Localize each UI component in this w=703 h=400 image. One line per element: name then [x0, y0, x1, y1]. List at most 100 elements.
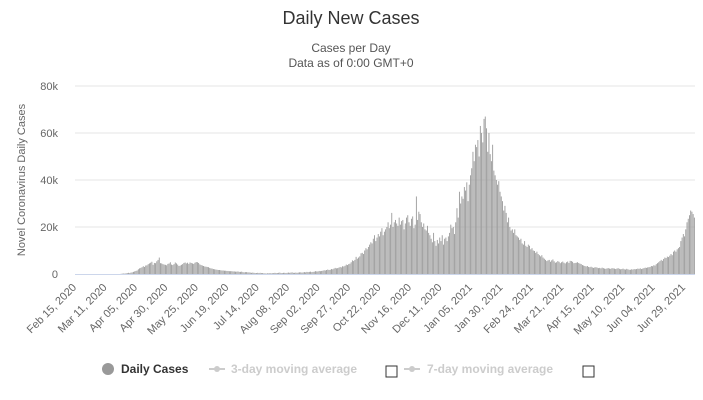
bar: [431, 242, 433, 274]
bar: [146, 265, 148, 274]
legend-item-daily-cases[interactable]: Daily Cases: [102, 362, 189, 376]
bar: [295, 272, 297, 274]
bar: [226, 270, 228, 274]
bar: [542, 257, 544, 274]
bar: [679, 246, 681, 274]
bar: [412, 216, 414, 274]
bar: [366, 249, 368, 274]
bar: [641, 269, 642, 274]
bar: [279, 272, 281, 274]
bar: [272, 273, 273, 274]
bar: [606, 268, 608, 274]
bar: [257, 272, 259, 274]
bar: [681, 237, 683, 274]
bar: [409, 225, 411, 274]
bar: [163, 264, 165, 274]
legend-checkbox-7-day[interactable]: [582, 365, 595, 378]
bar: [188, 263, 190, 274]
bar: [613, 268, 615, 274]
legend-item-7-day-average[interactable]: 7-day moving average: [404, 362, 553, 376]
bar: [173, 264, 175, 274]
bar: [369, 244, 371, 275]
bar: [627, 269, 629, 274]
bar: [484, 116, 486, 274]
bar: [376, 237, 378, 274]
bar: [208, 267, 209, 274]
bar: [180, 264, 182, 274]
bar: [441, 235, 443, 274]
bar: [406, 217, 407, 274]
bar: [648, 267, 650, 274]
bar: [371, 243, 373, 274]
bar: [338, 267, 340, 274]
bar: [422, 227, 423, 274]
bar: [339, 266, 341, 274]
bar: [141, 267, 143, 274]
bar: [665, 258, 667, 274]
bar: [489, 154, 491, 274]
bar: [575, 262, 577, 274]
bar: [334, 267, 336, 274]
bar: [237, 271, 239, 274]
legend-checkbox-3-day[interactable]: [385, 365, 398, 378]
bar: [183, 262, 185, 274]
bar: [495, 180, 497, 274]
bar: [446, 241, 448, 274]
bar: [520, 238, 522, 274]
bar: [618, 268, 620, 274]
bar: [333, 268, 335, 274]
bar: [312, 271, 314, 274]
bar: [296, 272, 298, 274]
bar: [444, 238, 446, 274]
bar: [408, 222, 410, 274]
bar: [583, 265, 585, 274]
legend-item-3-day-average[interactable]: 3-day moving average: [209, 362, 357, 376]
bar: [663, 258, 665, 274]
bar: [518, 237, 519, 274]
bar: [639, 268, 641, 274]
bar: [148, 263, 150, 274]
bar: [300, 272, 302, 274]
bar: [568, 262, 570, 274]
bar: [693, 217, 695, 274]
bar: [595, 267, 597, 274]
bar: [589, 267, 591, 274]
bar: [286, 272, 288, 274]
bar: [227, 270, 229, 274]
bar: [492, 144, 494, 274]
bar: [502, 201, 503, 274]
bar: [263, 273, 265, 274]
bar: [609, 268, 610, 274]
bar: [471, 168, 473, 274]
bar: [515, 235, 517, 274]
bar: [262, 273, 264, 274]
bar: [494, 175, 496, 274]
bar: [139, 268, 141, 274]
bar: [445, 237, 447, 274]
bar: [248, 272, 250, 274]
bar: [294, 272, 296, 274]
bar: [246, 272, 248, 274]
y-axis-ticks: 0 20k 40k 60k 80k: [40, 81, 58, 281]
bar: [205, 266, 207, 274]
bar: [306, 271, 308, 274]
bar: [132, 271, 134, 274]
bar: [166, 265, 168, 274]
bar: [351, 260, 353, 274]
bar: [442, 244, 444, 275]
bar: [482, 142, 484, 274]
bar: [631, 269, 633, 274]
bar: [674, 250, 676, 274]
bar: [344, 265, 346, 274]
bar: [403, 229, 405, 274]
bar: [478, 156, 480, 274]
bar: [564, 263, 566, 274]
bar: [233, 271, 235, 274]
bar: [267, 273, 268, 274]
bar: [230, 271, 232, 274]
bar: [468, 184, 470, 274]
bar: [536, 251, 538, 274]
bar: [503, 210, 505, 274]
bar: [195, 262, 197, 274]
bar: [593, 267, 594, 274]
